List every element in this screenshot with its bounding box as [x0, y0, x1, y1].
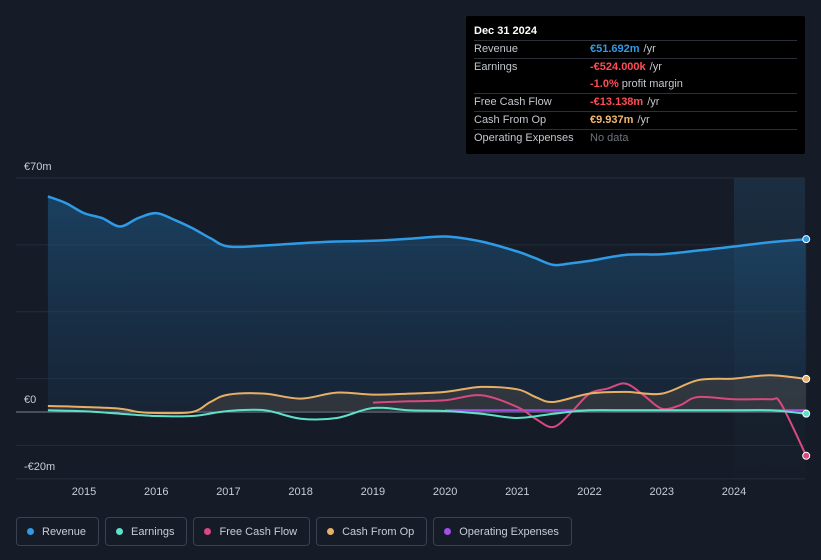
tooltip-value: -1.0% [590, 78, 619, 90]
tooltip: Dec 31 2024 Revenue €51.692m /yr Earning… [466, 16, 805, 154]
x-tick-label: 2018 [288, 486, 312, 498]
x-tick-label: 2021 [505, 486, 529, 498]
tooltip-unit: /yr [649, 61, 662, 73]
tooltip-label: Operating Expenses [474, 132, 574, 144]
x-tick-label: 2022 [577, 486, 601, 498]
y-label-zero: €0 [24, 394, 36, 406]
revenue-line [47, 195, 807, 267]
tooltip-value: No data [590, 132, 629, 144]
x-tick-label: 2019 [361, 486, 385, 498]
x-tick-label: 2015 [72, 486, 96, 498]
free-cash-flow-end-marker [802, 451, 811, 460]
chart: 2015 2016 2017 2018 2019 2020 2021 2022 2023 2024… [16, 161, 811, 498]
cash-from-op-end-marker [802, 374, 811, 383]
legend-operating-expenses[interactable]: Operating Expenses [433, 517, 572, 546]
legend: Revenue Earnings Free Cash Flow Cash Fro… [16, 517, 572, 546]
tooltip-row-fcf: Free Cash Flow -€13.138m /yr [474, 93, 797, 111]
free-cash-flow-dot-icon [204, 528, 212, 535]
tooltip-unit: /yr [637, 114, 650, 126]
earnings-end-marker [802, 409, 811, 418]
x-tick-label: 2017 [216, 486, 240, 498]
revenue-area [47, 196, 807, 412]
revenue-dot-icon [27, 528, 34, 535]
legend-label: Revenue [42, 525, 87, 538]
cash-from-op-line [47, 374, 807, 415]
legend-revenue[interactable]: Revenue [16, 517, 100, 546]
tooltip-row-earnings: Earnings -€524.000k /yr [474, 58, 797, 76]
tooltip-value: -€524.000k [590, 61, 646, 73]
x-axis: 2015 2016 2017 2018 2019 2020 2021 2022 2023 2024 [72, 486, 746, 498]
free-cash-flow-line [372, 382, 808, 457]
x-tick-label: 2024 [722, 486, 746, 498]
x-tick-label: 2016 [144, 486, 168, 498]
tooltip-label [474, 76, 590, 93]
earnings-dot-icon [116, 528, 124, 535]
legend-label: Earnings [131, 525, 175, 538]
y-label-top: €70m [24, 161, 52, 173]
legend-earnings[interactable]: Earnings [105, 517, 188, 546]
tooltip-row-opex: Operating Expenses No data [474, 129, 797, 147]
operating-expenses-dot-icon [444, 528, 452, 535]
legend-cash-from-op[interactable]: Cash From Op [316, 517, 428, 546]
legend-free-cash-flow[interactable]: Free Cash Flow [193, 517, 311, 546]
tooltip-row-revenue: Revenue €51.692m /yr [474, 40, 797, 58]
y-label-bottom: -€20m [24, 461, 55, 473]
legend-label: Cash From Op [342, 525, 415, 538]
x-tick-label: 2023 [650, 486, 674, 498]
legend-label: Operating Expenses [459, 525, 559, 538]
legend-label: Free Cash Flow [219, 525, 298, 538]
revenue-end-marker [802, 235, 811, 244]
x-tick-label: 2020 [433, 486, 457, 498]
tooltip-unit: profit margin [621, 78, 683, 90]
cash-from-op-area [47, 375, 807, 414]
tooltip-value: €9.937m [590, 114, 634, 126]
tooltip-date: Dec 31 2024 [474, 25, 537, 37]
cash-from-op-dot-icon [327, 528, 335, 535]
tooltip-value: -€13.138m [590, 96, 644, 108]
series-group [47, 195, 811, 460]
tooltip-unit: /yr [643, 43, 656, 55]
tooltip-label: Free Cash Flow [474, 96, 552, 108]
tooltip-value: €51.692m [590, 43, 640, 55]
tooltip-label: Earnings [474, 61, 518, 73]
earnings-line [47, 406, 807, 421]
tooltip-unit: /yr [647, 96, 660, 108]
tooltip-row-margin: -1.0% profit margin [474, 76, 797, 93]
tooltip-label: Revenue [474, 43, 519, 55]
tooltip-row-cfo: Cash From Op €9.937m /yr [474, 111, 797, 129]
tooltip-label: Cash From Op [474, 114, 547, 126]
